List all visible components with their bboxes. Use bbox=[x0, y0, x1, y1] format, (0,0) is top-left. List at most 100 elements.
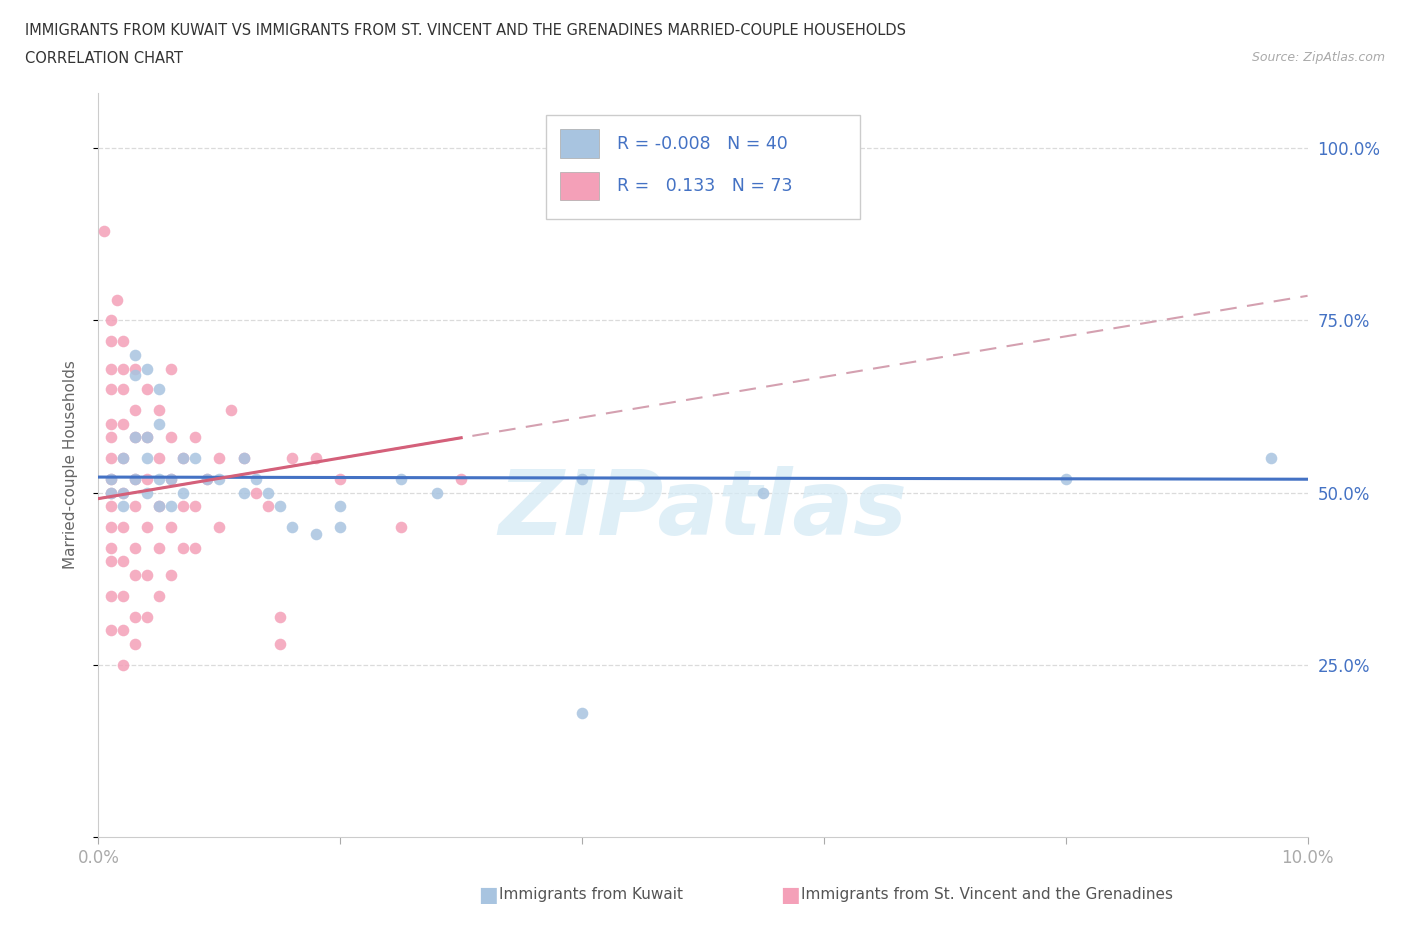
Point bbox=[100, 417, 122, 432]
Point bbox=[269, 498, 291, 513]
Point bbox=[124, 498, 146, 513]
Point bbox=[221, 403, 243, 418]
Point bbox=[124, 637, 146, 652]
Point bbox=[124, 540, 146, 555]
Point bbox=[1054, 472, 1077, 486]
Point bbox=[148, 472, 170, 486]
Point bbox=[148, 498, 170, 513]
Point bbox=[135, 451, 157, 466]
Text: ZIPatlas: ZIPatlas bbox=[499, 466, 907, 553]
Point bbox=[135, 382, 157, 397]
Point bbox=[148, 451, 170, 466]
Text: Immigrants from Kuwait: Immigrants from Kuwait bbox=[499, 887, 683, 902]
Point bbox=[124, 403, 146, 418]
Point bbox=[426, 485, 449, 500]
FancyBboxPatch shape bbox=[546, 115, 860, 219]
Point bbox=[124, 361, 146, 376]
Text: Immigrants from St. Vincent and the Grenadines: Immigrants from St. Vincent and the Gren… bbox=[801, 887, 1174, 902]
Point bbox=[571, 472, 593, 486]
Point bbox=[172, 485, 194, 500]
Point bbox=[111, 485, 134, 500]
Point bbox=[160, 472, 183, 486]
Point bbox=[232, 451, 254, 466]
Text: Source: ZipAtlas.com: Source: ZipAtlas.com bbox=[1251, 51, 1385, 64]
Point bbox=[184, 451, 207, 466]
Point bbox=[232, 485, 254, 500]
Point bbox=[111, 520, 134, 535]
Point bbox=[389, 472, 412, 486]
Point bbox=[111, 589, 134, 604]
Point bbox=[148, 498, 170, 513]
Point bbox=[124, 368, 146, 383]
Point bbox=[256, 485, 278, 500]
Point bbox=[124, 609, 146, 624]
Point bbox=[100, 472, 122, 486]
Point bbox=[172, 451, 194, 466]
Point bbox=[135, 520, 157, 535]
Point bbox=[281, 520, 304, 535]
Point bbox=[389, 520, 412, 535]
Point bbox=[184, 430, 207, 445]
Point bbox=[100, 485, 122, 500]
Point bbox=[195, 472, 218, 486]
Point bbox=[160, 568, 183, 583]
Point bbox=[160, 361, 183, 376]
Point bbox=[571, 706, 593, 721]
Point bbox=[148, 403, 170, 418]
Point bbox=[111, 382, 134, 397]
Point bbox=[93, 223, 115, 238]
Point bbox=[195, 472, 218, 486]
Point bbox=[105, 292, 128, 307]
Point bbox=[111, 417, 134, 432]
Point bbox=[256, 498, 278, 513]
Point bbox=[148, 382, 170, 397]
Point bbox=[111, 334, 134, 349]
Point bbox=[305, 526, 328, 541]
Point bbox=[100, 382, 122, 397]
Point bbox=[148, 589, 170, 604]
Point bbox=[184, 498, 207, 513]
Point bbox=[124, 347, 146, 362]
Bar bbox=[561, 172, 599, 200]
Point bbox=[148, 417, 170, 432]
Text: CORRELATION CHART: CORRELATION CHART bbox=[25, 51, 183, 66]
Y-axis label: Married-couple Households: Married-couple Households bbox=[63, 361, 77, 569]
Text: ■: ■ bbox=[780, 884, 800, 905]
Point bbox=[135, 361, 157, 376]
Point bbox=[208, 520, 231, 535]
Text: R =   0.133   N = 73: R = 0.133 N = 73 bbox=[617, 177, 793, 195]
Point bbox=[111, 658, 134, 672]
Point bbox=[100, 472, 122, 486]
Point bbox=[100, 589, 122, 604]
Point bbox=[329, 472, 352, 486]
Point bbox=[135, 472, 157, 486]
Point bbox=[124, 472, 146, 486]
Point bbox=[135, 485, 157, 500]
Text: R = -0.008   N = 40: R = -0.008 N = 40 bbox=[617, 135, 787, 153]
Point bbox=[100, 361, 122, 376]
Point bbox=[208, 472, 231, 486]
Point bbox=[184, 540, 207, 555]
Point bbox=[124, 568, 146, 583]
Point bbox=[1260, 451, 1282, 466]
Point bbox=[100, 485, 122, 500]
Point bbox=[111, 554, 134, 569]
Point bbox=[100, 623, 122, 638]
Point bbox=[135, 568, 157, 583]
Point bbox=[100, 520, 122, 535]
Point bbox=[160, 520, 183, 535]
Point bbox=[329, 520, 352, 535]
Point bbox=[160, 498, 183, 513]
Point bbox=[269, 637, 291, 652]
Point bbox=[100, 334, 122, 349]
Point bbox=[752, 485, 775, 500]
Point bbox=[172, 498, 194, 513]
Point bbox=[100, 540, 122, 555]
Point bbox=[160, 430, 183, 445]
Point bbox=[172, 540, 194, 555]
Point bbox=[111, 451, 134, 466]
Point bbox=[124, 430, 146, 445]
Point bbox=[148, 540, 170, 555]
Point bbox=[245, 472, 267, 486]
Point bbox=[269, 609, 291, 624]
